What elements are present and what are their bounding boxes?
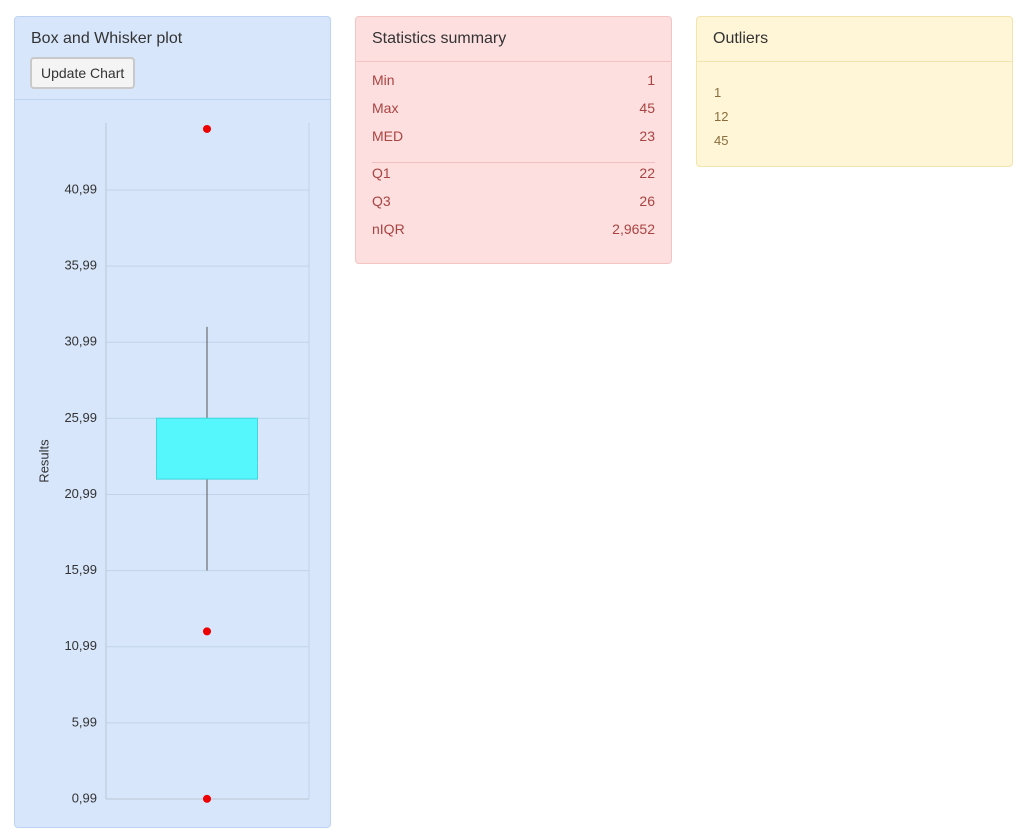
y-tick-label: 40,99 (64, 181, 97, 196)
divider (697, 61, 1012, 62)
outlier-item: 45 (714, 133, 729, 148)
y-tick-label: 20,99 (64, 486, 97, 501)
outlier-item: 1 (714, 85, 722, 100)
stat-row: MED 23 (372, 128, 655, 146)
outlier (203, 627, 211, 636)
stat-label: MED (372, 128, 404, 144)
stat-value: 26 (639, 193, 655, 209)
stat-value: 2,9652 (612, 221, 655, 237)
y-tick-label: 10,99 (64, 638, 97, 653)
chart-panel: Box and Whisker plot Update Chart 0,99 5,… (14, 16, 331, 828)
box (156, 417, 258, 480)
divider (372, 162, 655, 163)
y-tick-label: 30,99 (64, 334, 97, 349)
divider (356, 61, 671, 62)
panel-title: Box and Whisker plot (31, 30, 183, 47)
stat-label: Q3 (372, 193, 391, 209)
stat-value: 45 (639, 100, 655, 116)
stat-row: Max 45 (372, 100, 655, 118)
outlier (203, 124, 211, 133)
stat-row: nIQR 2,9652 (372, 221, 655, 239)
outlier (203, 794, 211, 803)
stat-label: Min (372, 72, 395, 88)
chart: 0,99 5,99 10,99 15,99 20,99 25,99 30,99 35,99 40… (36, 123, 310, 805)
stat-value: 23 (639, 128, 655, 144)
outlier-item: 12 (714, 109, 729, 124)
stat-label: Q1 (372, 165, 391, 181)
stat-label: Max (372, 100, 399, 116)
panel-title: Outliers (713, 30, 769, 47)
y-tick-label: 15,99 (64, 562, 97, 577)
stat-value: 1 (647, 72, 655, 88)
stat-value: 22 (639, 165, 655, 181)
y-tick-label: 35,99 (64, 258, 97, 273)
outliers-panel: Outliers 1 12 45 (696, 16, 1013, 167)
y-axis-label: Results (36, 439, 51, 483)
divider (15, 99, 330, 100)
y-tick-label: 25,99 (64, 410, 97, 425)
stat-row: Min 1 (372, 72, 655, 90)
y-tick-label: 0,99 (72, 790, 97, 805)
update-button[interactable]: Update Chart (30, 57, 136, 89)
stat-label: nIQR (372, 221, 405, 237)
stat-row: Q1 22 (372, 165, 655, 183)
y-tick-label: 5,99 (72, 714, 97, 729)
panel-title: Statistics summary (372, 30, 507, 47)
stat-row: Q3 26 (372, 193, 655, 211)
stats-panel: Statistics summary Min 1 Max 45 MED 23 Q1 22 Q3 2… (355, 16, 672, 264)
